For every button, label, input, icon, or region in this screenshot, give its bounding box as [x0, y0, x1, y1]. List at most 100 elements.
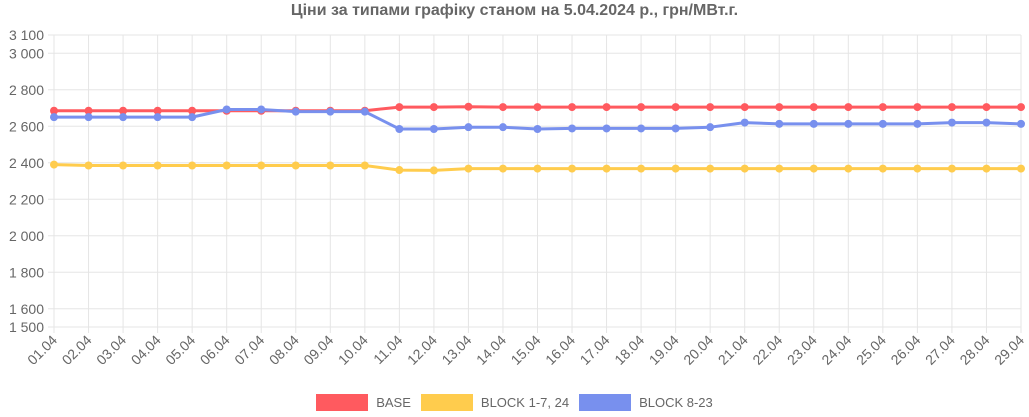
y-tick-label: 1 500: [9, 319, 44, 335]
x-tick-label: 04.04: [128, 332, 164, 368]
legend-item[interactable]: BLOCK 1-7, 24: [420, 394, 569, 411]
line-chart: 1 500 1 600 1 800 2 000 2 200 2 400 2 600 2 800…: [9, 27, 1027, 368]
data-point: [429, 124, 438, 133]
legend-label: BLOCK 8-23: [639, 395, 713, 410]
data-point: [878, 119, 887, 128]
x-tick-label: 17.04: [577, 332, 613, 368]
legend-swatch: [316, 394, 369, 411]
data-point: [671, 124, 680, 133]
data-point: [671, 103, 680, 112]
data-point: [982, 103, 991, 112]
x-tick-label: 20.04: [680, 332, 716, 368]
data-point: [429, 103, 438, 112]
data-point: [913, 119, 922, 128]
y-tick-label: 1 600: [9, 301, 44, 317]
data-point: [602, 124, 611, 133]
data-point: [947, 118, 956, 127]
legend-item[interactable]: BASE: [316, 394, 411, 411]
data-point: [50, 160, 58, 169]
data-point: [188, 161, 197, 170]
data-point: [533, 103, 542, 112]
data-point: [429, 166, 438, 175]
x-tick-label: 05.04: [162, 332, 198, 368]
y-tick-label: 1 800: [9, 264, 44, 280]
data-point: [568, 164, 577, 173]
y-tick-label: 3 100: [9, 27, 44, 43]
data-point: [222, 161, 231, 170]
data-point: [1017, 103, 1025, 112]
data-point: [84, 161, 93, 170]
x-axis: 01.0402.0403.0404.0405.0406.0407.0408.04…: [24, 332, 1027, 368]
y-tick-label: 2 200: [9, 191, 44, 207]
data-point: [188, 106, 197, 115]
data-point: [222, 105, 231, 114]
y-tick-label: 3 000: [9, 45, 44, 61]
x-tick-label: 11.04: [370, 332, 406, 368]
x-tick-label: 10.04: [335, 332, 371, 368]
data-point: [395, 103, 404, 112]
x-tick-label: 14.04: [473, 332, 509, 368]
data-point: [119, 113, 128, 122]
x-tick-label: 01.04: [24, 332, 60, 368]
data-point: [360, 161, 369, 170]
x-tick-label: 08.04: [266, 332, 302, 368]
x-tick-label: 15.04: [508, 332, 544, 368]
data-point: [775, 119, 784, 128]
x-tick-label: 03.04: [93, 332, 129, 368]
x-tick-label: 23.04: [784, 332, 820, 368]
data-point: [809, 164, 818, 173]
grid: [48, 34, 1022, 333]
data-point: [498, 123, 507, 132]
series-block-1-7-24: [50, 160, 1025, 175]
data-point: [84, 113, 93, 122]
data-point: [637, 124, 646, 133]
x-tick-label: 25.04: [853, 332, 889, 368]
data-point: [740, 164, 749, 173]
data-point: [637, 164, 646, 173]
data-point: [706, 103, 715, 112]
data-point: [153, 113, 162, 122]
data-point: [50, 113, 58, 122]
data-point: [360, 107, 369, 116]
x-tick-label: 09.04: [300, 332, 336, 368]
data-point: [464, 123, 473, 132]
data-point: [809, 103, 818, 112]
data-point: [775, 103, 784, 112]
data-point: [568, 124, 577, 133]
legend: BASE BLOCK 1-7, 24 BLOCK 8-23: [0, 394, 1029, 411]
data-point: [188, 113, 197, 122]
data-point: [50, 106, 58, 115]
data-point: [602, 164, 611, 173]
data-point: [153, 161, 162, 170]
data-point: [1017, 164, 1025, 173]
data-point: [844, 119, 853, 128]
x-tick-label: 19.04: [646, 332, 682, 368]
data-point: [706, 123, 715, 132]
x-tick-label: 27.04: [922, 332, 958, 368]
data-point: [913, 164, 922, 173]
x-tick-label: 29.04: [991, 332, 1027, 368]
data-point: [740, 118, 749, 127]
x-tick-label: 28.04: [956, 332, 992, 368]
data-point: [878, 164, 887, 173]
data-point: [326, 161, 335, 170]
data-point: [498, 164, 507, 173]
data-point: [395, 166, 404, 175]
data-point: [844, 164, 853, 173]
data-point: [844, 103, 853, 112]
data-point: [291, 161, 300, 170]
legend-label: BASE: [376, 395, 411, 410]
data-point: [913, 103, 922, 112]
x-tick-label: 13.04: [438, 332, 474, 368]
data-point: [947, 103, 956, 112]
data-point: [878, 103, 887, 112]
data-point: [982, 118, 991, 127]
data-point: [464, 102, 473, 111]
data-point: [395, 124, 404, 133]
x-tick-label: 16.04: [542, 332, 578, 368]
legend-item[interactable]: BLOCK 8-23: [579, 394, 713, 411]
data-point: [498, 103, 507, 112]
data-point: [153, 106, 162, 115]
data-point: [706, 164, 715, 173]
data-point: [602, 103, 611, 112]
